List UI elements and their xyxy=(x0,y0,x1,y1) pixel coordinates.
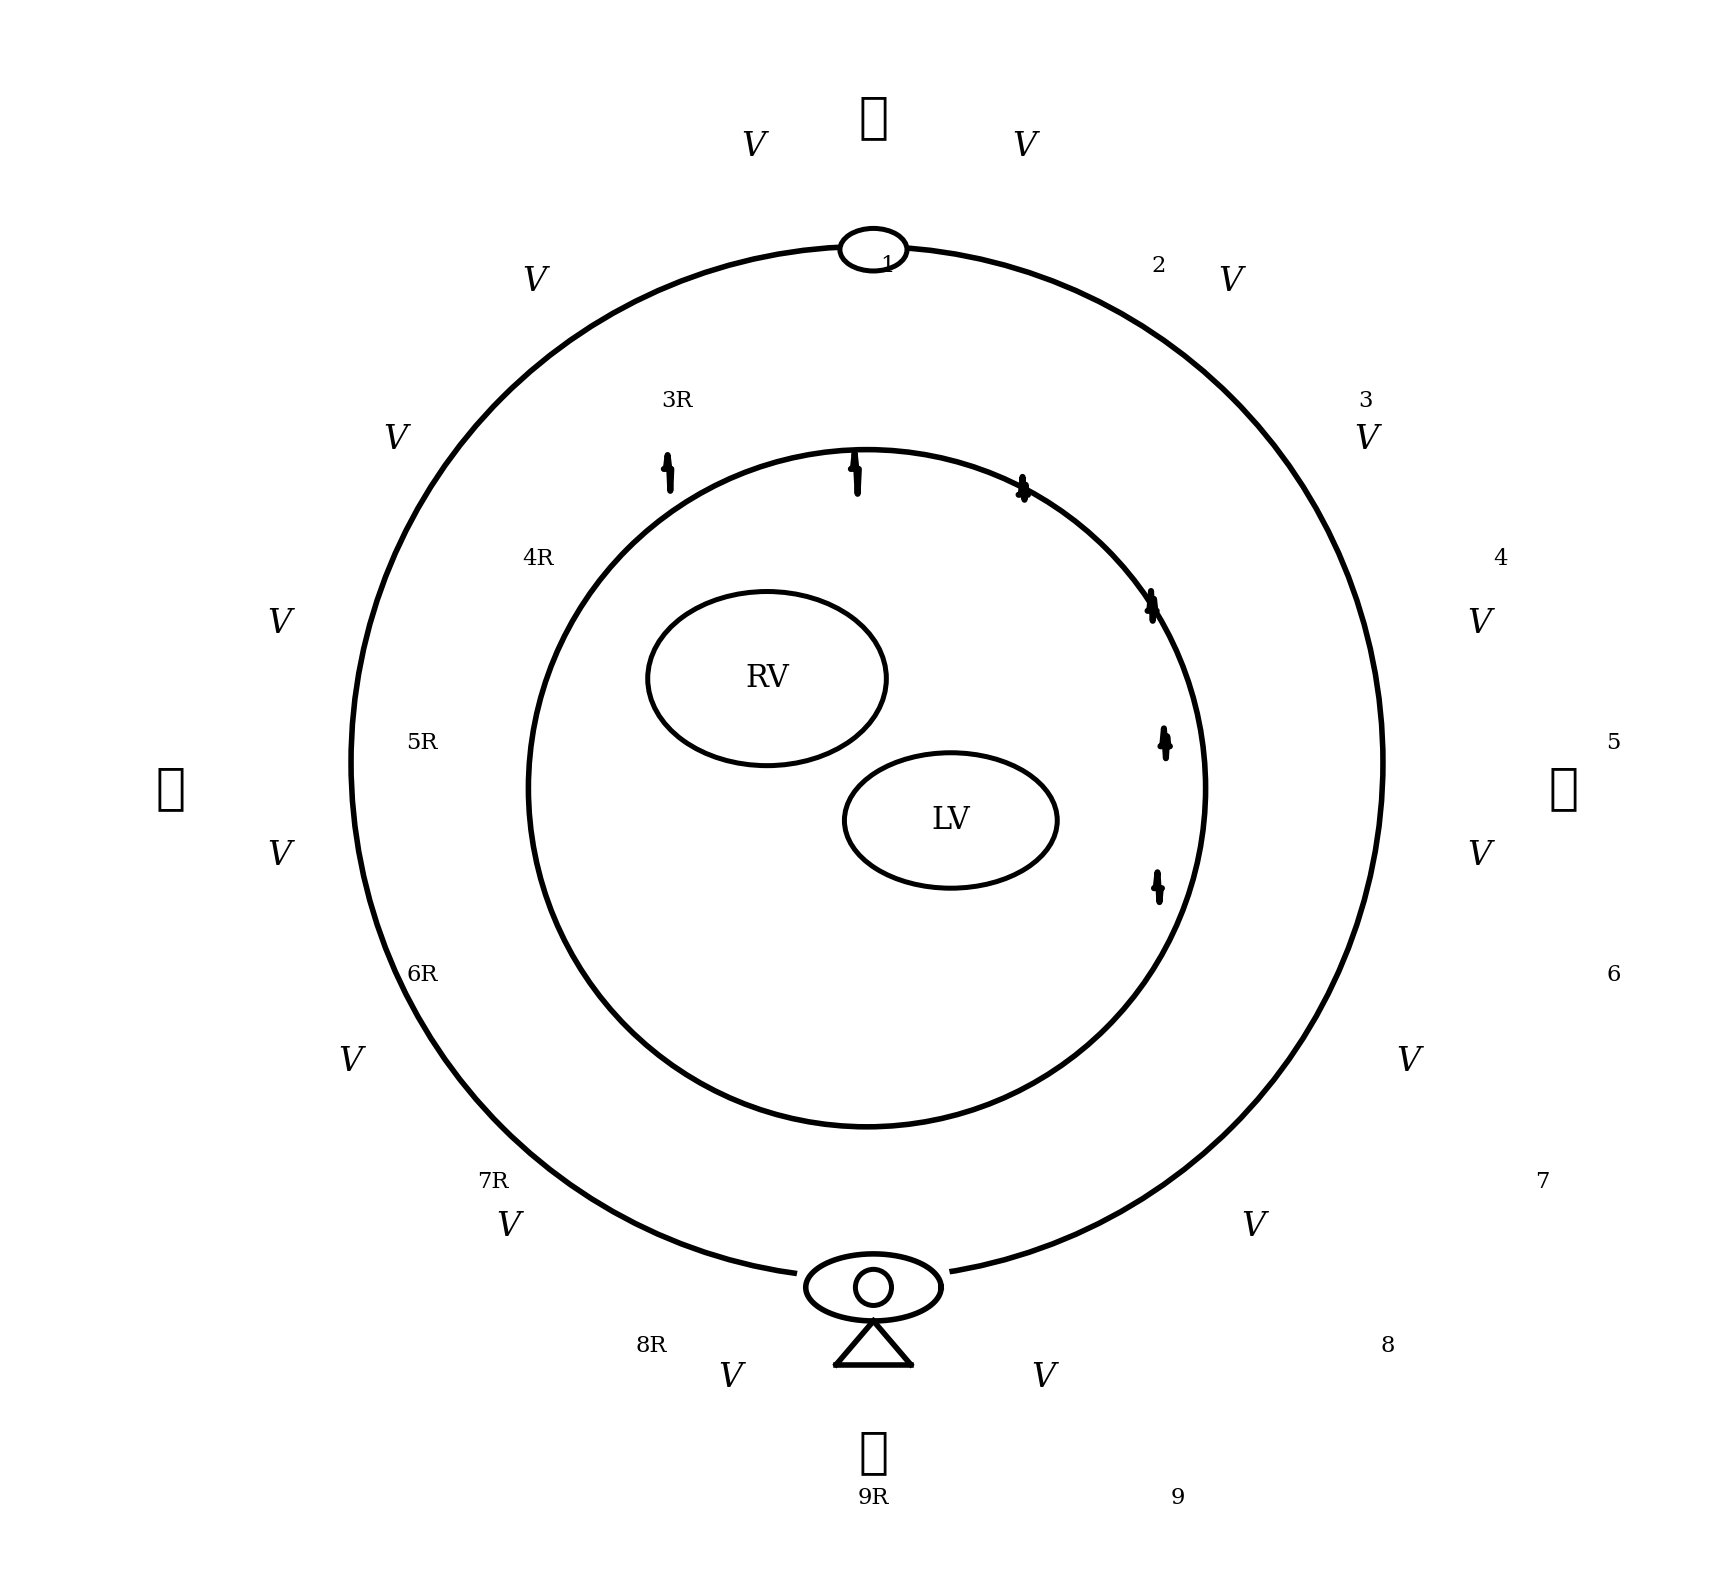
Text: V: V xyxy=(496,1210,520,1243)
Text: V: V xyxy=(1467,840,1491,871)
Text: 5: 5 xyxy=(1606,732,1621,754)
Text: 3: 3 xyxy=(1358,391,1372,413)
Text: V: V xyxy=(1013,130,1037,163)
Text: V: V xyxy=(1354,424,1379,455)
Text: 8R: 8R xyxy=(635,1334,668,1356)
Ellipse shape xyxy=(796,1214,952,1361)
Text: V: V xyxy=(522,265,546,298)
Text: V: V xyxy=(1242,1210,1266,1243)
Text: V: V xyxy=(1219,265,1243,298)
Text: V: V xyxy=(1396,1046,1420,1079)
Text: 5R: 5R xyxy=(406,732,439,754)
Text: 右: 右 xyxy=(156,765,186,812)
Text: V: V xyxy=(267,608,291,639)
Ellipse shape xyxy=(839,228,907,272)
Text: V: V xyxy=(1032,1363,1056,1394)
Text: 4R: 4R xyxy=(522,548,555,570)
Text: 2: 2 xyxy=(1151,254,1165,276)
Text: V: V xyxy=(383,424,407,455)
Text: 8: 8 xyxy=(1380,1334,1394,1356)
Text: 后: 后 xyxy=(858,1429,888,1476)
Text: 9R: 9R xyxy=(858,1487,890,1509)
Text: 9: 9 xyxy=(1170,1487,1184,1509)
Text: 1: 1 xyxy=(881,254,895,276)
Text: V: V xyxy=(267,840,291,871)
Text: 左: 左 xyxy=(1548,765,1578,812)
Text: LV: LV xyxy=(931,805,971,835)
Text: 3R: 3R xyxy=(661,391,692,413)
Text: V: V xyxy=(718,1363,742,1394)
Text: V: V xyxy=(1467,608,1491,639)
Text: 7: 7 xyxy=(1535,1171,1550,1193)
Text: V: V xyxy=(338,1046,362,1079)
Text: 6R: 6R xyxy=(406,964,439,986)
Text: 7R: 7R xyxy=(477,1171,508,1193)
Text: 前: 前 xyxy=(858,94,888,141)
Text: 6: 6 xyxy=(1606,964,1621,986)
Text: RV: RV xyxy=(746,663,789,694)
Text: V: V xyxy=(740,130,765,163)
Text: 4: 4 xyxy=(1493,548,1509,570)
